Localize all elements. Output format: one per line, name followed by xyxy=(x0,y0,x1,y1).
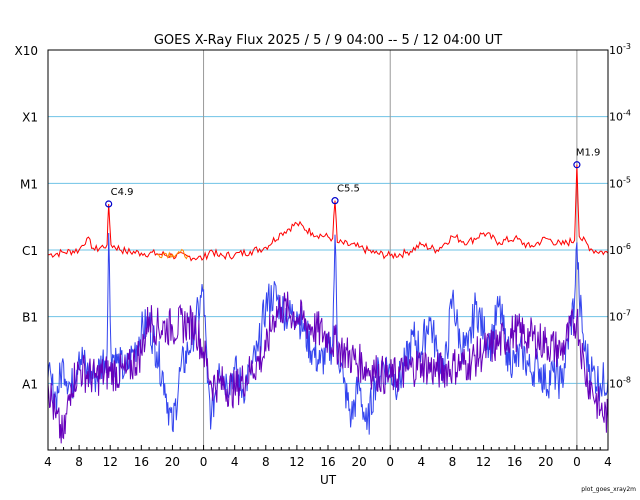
y-label-a1: A1 xyxy=(22,377,38,391)
y-label-b1: B1 xyxy=(22,311,38,325)
x-tick-label-3: 16 xyxy=(134,455,149,469)
flare-label-c55: C5.5 xyxy=(337,184,360,195)
right-axis-labels: 10-3 10-4 10-5 10-6 10-7 10-8 xyxy=(609,42,631,390)
y-label-x10: X10 xyxy=(15,44,39,58)
x-tick-label-10: 20 xyxy=(351,455,366,469)
x-tick-label-2: 12 xyxy=(103,455,118,469)
flare-annotations: C4.9 C5.5 M1.9 xyxy=(105,148,601,208)
series-line-4 xyxy=(47,291,609,444)
x-tick-label-8: 12 xyxy=(289,455,304,469)
y-label-m1: M1 xyxy=(20,177,38,191)
y-right-label-m3: 10-3 xyxy=(609,42,631,57)
grid-lines xyxy=(48,50,608,450)
flare-label-m19: M1.9 xyxy=(576,148,601,159)
x-tick-label-7: 8 xyxy=(262,455,270,469)
x-tick-label-15: 16 xyxy=(507,455,522,469)
flare-marker-c49 xyxy=(105,200,113,208)
y-label-c1: C1 xyxy=(22,244,38,258)
y-label-x1: X1 xyxy=(22,111,38,125)
y-right-label-m4: 10-4 xyxy=(609,109,631,124)
series-line-1 xyxy=(47,164,609,262)
series-line-2 xyxy=(156,248,189,260)
y-right-label-m7: 10-7 xyxy=(609,309,631,324)
x-tick-label-4: 20 xyxy=(165,455,180,469)
flare-marker-m19 xyxy=(573,161,581,169)
x-tick-label-17: 0 xyxy=(573,455,581,469)
flare-marker-c55 xyxy=(331,197,339,205)
y-right-label-m8: 10-8 xyxy=(609,375,631,390)
series-group xyxy=(47,164,609,444)
x-tick-label-12: 4 xyxy=(418,455,426,469)
x-tick-label-6: 4 xyxy=(231,455,239,469)
flare-label-c49: C4.9 xyxy=(111,187,134,198)
x-tick-label-9: 16 xyxy=(320,455,335,469)
x-axis-label: UT xyxy=(320,473,337,487)
left-axis-labels: X10 X1 M1 C1 B1 A1 xyxy=(15,44,39,391)
x-tick-label-0: 4 xyxy=(44,455,52,469)
x-axis-ticks: 4 8 12 16 20 0 4 8 12 16 20 0 4 8 12 16 20 0 4 xyxy=(44,445,612,469)
x-tick-label-18: 4 xyxy=(604,455,612,469)
y-right-label-m6: 10-6 xyxy=(609,242,631,257)
credit-text: plot_goes_xray2m xyxy=(581,486,636,493)
x-tick-label-5: 0 xyxy=(200,455,208,469)
x-tick-label-13: 8 xyxy=(449,455,457,469)
x-tick-label-16: 20 xyxy=(538,455,553,469)
x-tick-label-14: 12 xyxy=(476,455,491,469)
x-tick-label-1: 8 xyxy=(75,455,83,469)
x-tick-label-11: 0 xyxy=(386,455,394,469)
chart-title: GOES X-Ray Flux 2025 / 5 / 9 04:00 -- 5 … xyxy=(154,33,502,48)
y-right-label-m5: 10-5 xyxy=(609,175,631,190)
